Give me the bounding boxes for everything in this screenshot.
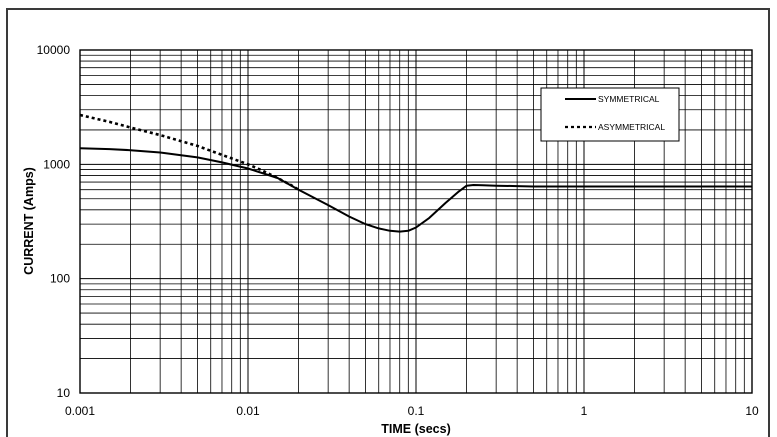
x-tick-label: 10 — [745, 404, 759, 418]
series-line-symmetrical — [79, 147, 752, 233]
x-tick-labels: 0.001 0.01 0.1 1 10 — [65, 404, 759, 418]
plot-area-border — [79, 49, 753, 394]
series-line-asymmetrical — [79, 113, 300, 191]
series-layer — [79, 113, 752, 233]
y-axis-title: CURRENT (Amps) — [22, 167, 36, 275]
x-axis-title: TIME (secs) — [381, 422, 450, 436]
chart-frame — [6, 8, 770, 437]
y-tick-label: 1000 — [43, 157, 70, 171]
x-tick-label: 1 — [581, 404, 588, 418]
y-tick-label: 10000 — [37, 43, 71, 57]
y-tick-labels: 10 100 1000 10000 — [37, 43, 71, 400]
x-tick-label: 0.01 — [236, 404, 260, 418]
x-tick-label: 0.001 — [65, 404, 95, 418]
x-tick-label: 0.1 — [408, 404, 425, 418]
legend-symmetrical-label: SYMMETRICAL — [598, 94, 660, 104]
legend-box — [540, 87, 680, 142]
legend: SYMMETRICAL ASYMMETRICAL — [540, 87, 680, 142]
legend-asymmetrical-label: ASYMMETRICAL — [598, 122, 665, 132]
y-tick-label: 10 — [57, 386, 71, 400]
y-tick-label: 100 — [50, 272, 70, 286]
